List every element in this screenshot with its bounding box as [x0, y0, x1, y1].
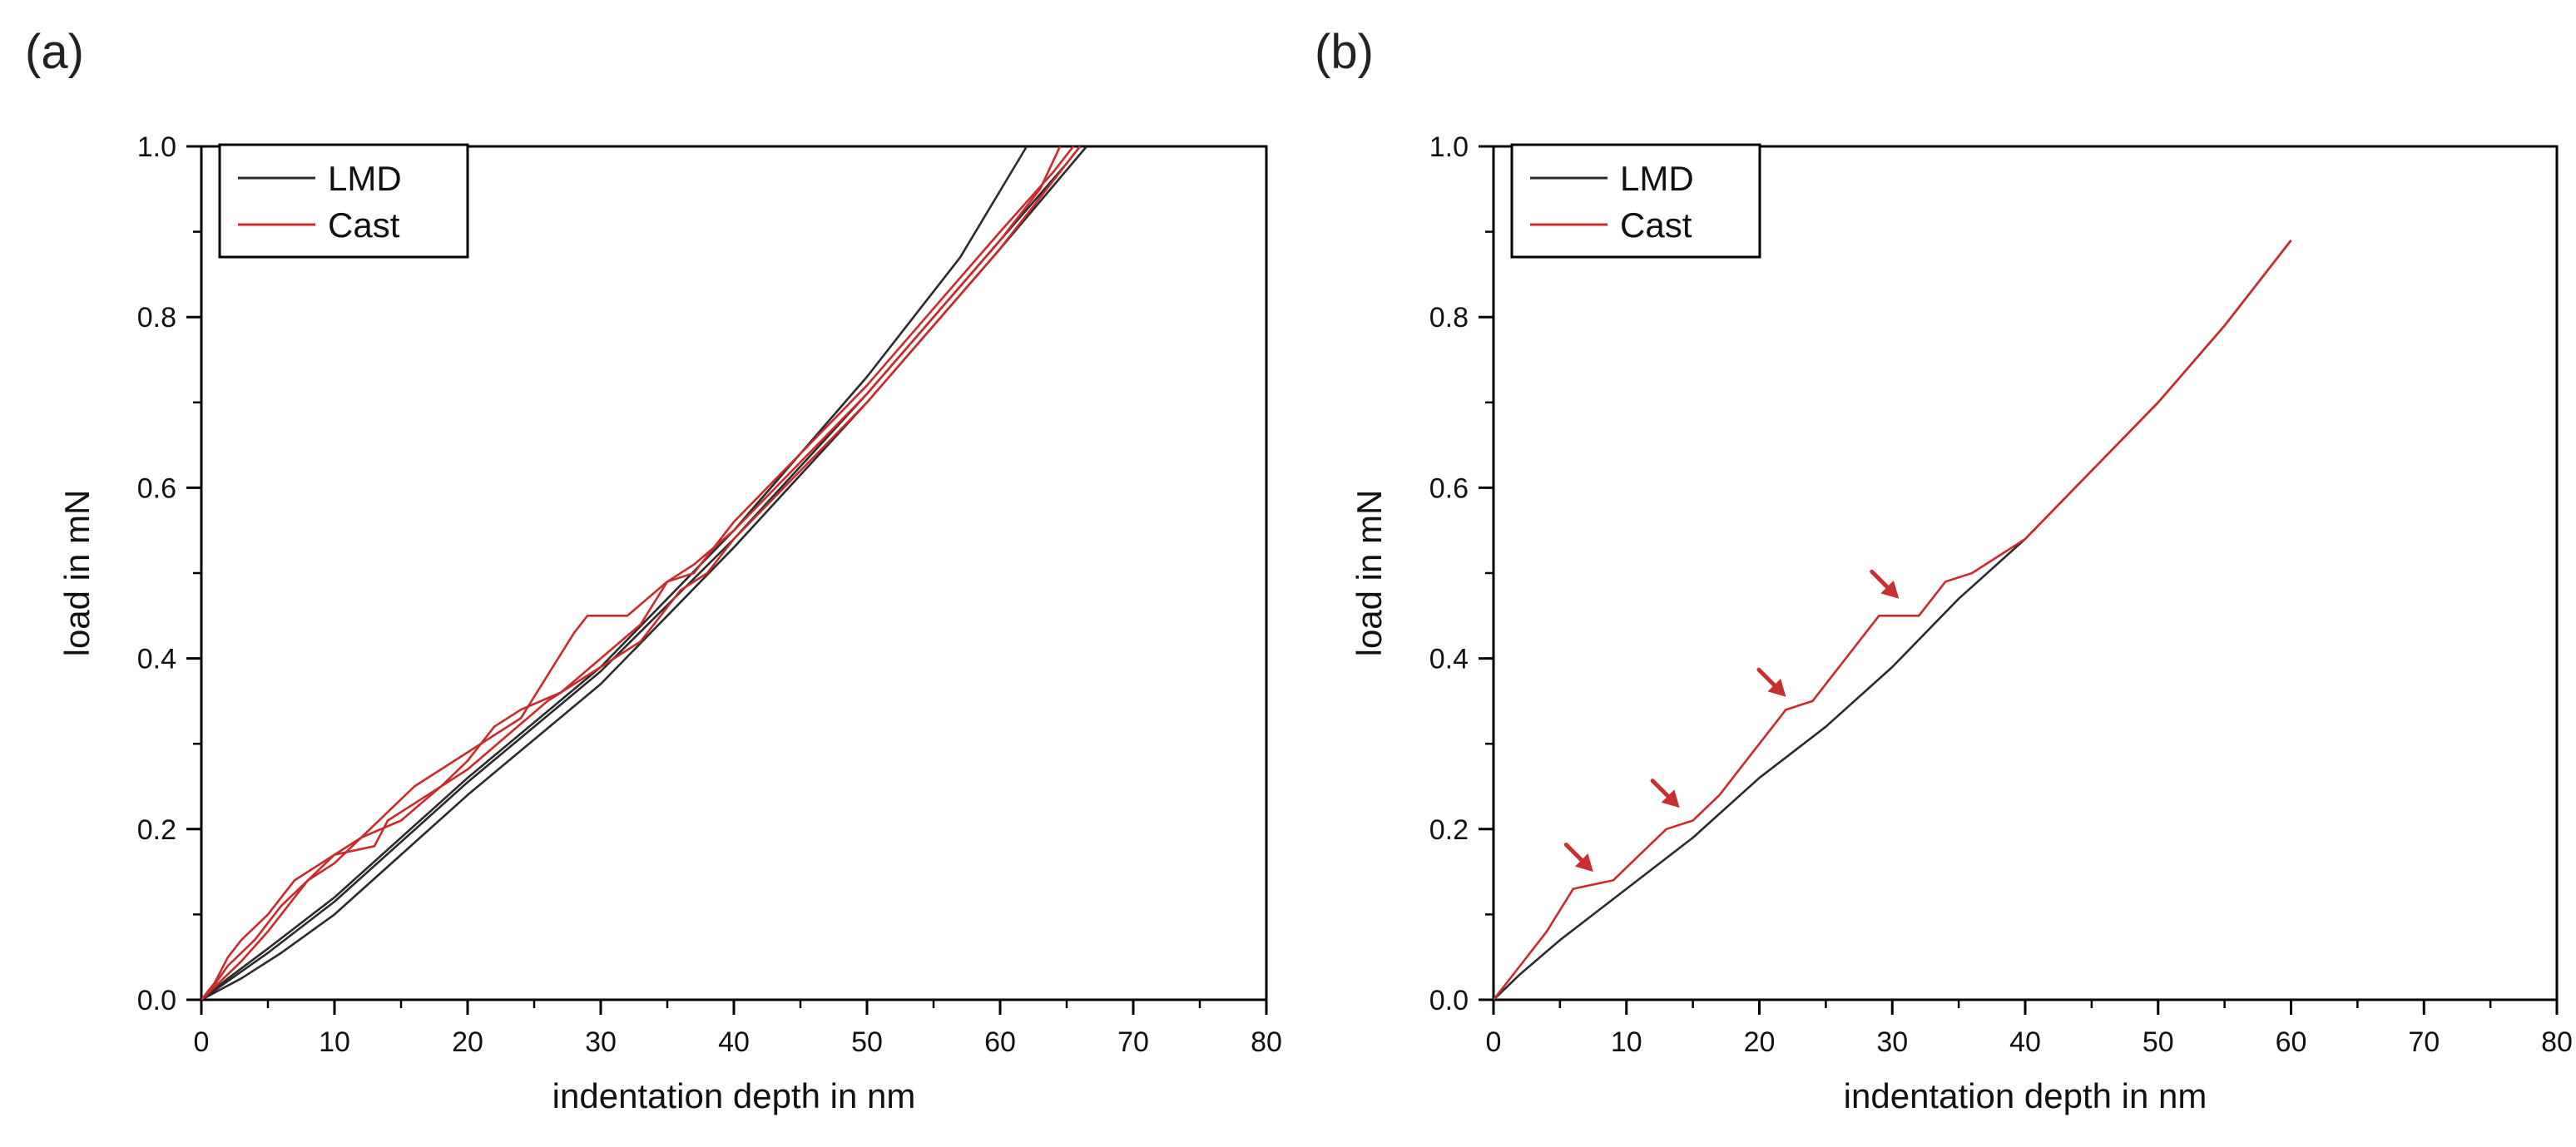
x-tick-label: 60	[2276, 1026, 2307, 1058]
x-tick-label: 20	[1744, 1026, 1776, 1058]
arrow-head	[1880, 580, 1900, 599]
x-tick-label: 30	[1876, 1026, 1908, 1058]
legend-box	[218, 143, 469, 259]
panel-label: (b)	[1315, 25, 1374, 79]
annotation-arrow	[1563, 843, 1593, 873]
x-tick-label: 20	[452, 1026, 483, 1058]
annotation-arrow	[1870, 569, 1900, 599]
y-tick-label: 0.4	[1429, 644, 1469, 675]
panel-b: (b) 0 10 20 30 40 50 60 70 80 0.0 0.2 0.4 0.6 0.8 1.0 in…	[1315, 25, 2573, 1115]
x-tick-label: 40	[718, 1026, 750, 1058]
series-line-cast-3	[201, 146, 1062, 1000]
x-axis-label: indentation depth in nm	[1844, 1076, 2207, 1115]
y-tick-label: 0.2	[137, 814, 176, 846]
y-tick-label: 0.0	[1429, 985, 1469, 1016]
y-tick-label: 0.6	[1429, 472, 1469, 504]
x-axis-label: indentation depth in nm	[552, 1076, 916, 1115]
annotation-arrow	[1650, 779, 1680, 808]
legend: LMD Cast	[218, 143, 469, 259]
y-tick-label: 0.4	[137, 644, 176, 675]
series-line-cast-5	[201, 146, 1075, 1000]
y-tick-label: 0.6	[137, 472, 176, 504]
series-line-cast-4	[201, 146, 1082, 1000]
y-tick-label: 1.0	[137, 131, 176, 163]
panel-label: (a)	[25, 25, 84, 79]
series-line-cast-1	[1494, 240, 2292, 1000]
x-tick-label: 10	[319, 1026, 350, 1058]
y-axis-label: load in mN	[57, 490, 97, 657]
x-tick-label: 60	[984, 1026, 1016, 1058]
y-tick-label: 0.0	[137, 985, 176, 1016]
annotation-arrow	[1756, 667, 1786, 697]
y-tick-label: 0.8	[1429, 302, 1469, 334]
arrow-head	[1574, 853, 1593, 873]
x-tick-label: 70	[2408, 1026, 2440, 1058]
y-axis-label: load in mN	[1350, 490, 1389, 657]
legend-label: Cast	[328, 205, 400, 245]
y-tick-label: 0.8	[137, 302, 176, 334]
series-line-lmd-0	[201, 146, 1028, 1000]
x-tick-label: 40	[2009, 1026, 2041, 1058]
legend-label: Cast	[1620, 205, 1692, 245]
x-tick-label: 10	[1611, 1026, 1642, 1058]
series-line-lmd-1	[201, 146, 1082, 1000]
legend-box	[1510, 143, 1761, 259]
y-tick-label: 1.0	[1429, 131, 1469, 163]
arrow-head	[1767, 678, 1786, 697]
x-tick-label: 70	[1117, 1026, 1149, 1058]
arrow-head	[1661, 789, 1680, 808]
y-tick-label: 0.2	[1429, 814, 1469, 846]
x-tick-label: 80	[1251, 1026, 1282, 1058]
legend-label: LMD	[1620, 159, 1694, 198]
x-tick-label: 0	[1486, 1026, 1502, 1058]
x-tick-label: 50	[851, 1026, 883, 1058]
x-tick-label: 0	[194, 1026, 210, 1058]
legend: LMD Cast	[1510, 143, 1761, 259]
x-tick-label: 30	[585, 1026, 617, 1058]
x-tick-label: 50	[2143, 1026, 2174, 1058]
x-tick-label: 80	[2541, 1026, 2573, 1058]
panel-a: (a) 0 10 20 30 40 50 60 70 80 0.0 0.2 0.4 0.6 0.8 1.0 in…	[25, 25, 1282, 1115]
legend-label: LMD	[328, 159, 402, 198]
